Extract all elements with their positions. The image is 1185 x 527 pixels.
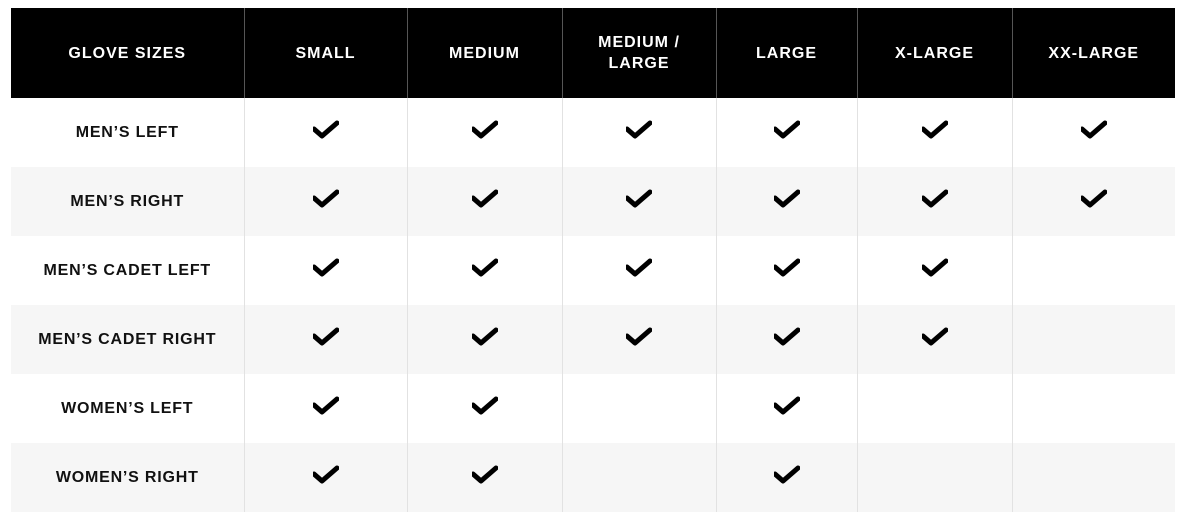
header-row: GLOVE SIZES SMALL MEDIUM MEDIUM / LARGE LARG…	[11, 8, 1175, 98]
checkmark-icon	[471, 120, 498, 139]
column-header: LARGE	[715, 8, 857, 98]
row-label: MEN’S LEFT	[75, 123, 179, 141]
table-row: MEN’S CADET LEFT	[11, 236, 1175, 305]
size-cell	[561, 98, 716, 167]
table-row: MEN’S LEFT	[11, 98, 1175, 167]
checkmark-icon	[1080, 189, 1107, 208]
size-cell	[561, 236, 716, 305]
size-cell	[1011, 236, 1175, 305]
row-label: WOMEN’S RIGHT	[11, 443, 244, 512]
size-cell	[715, 374, 857, 443]
column-header: X-LARGE	[856, 8, 1012, 98]
checkmark-icon	[471, 258, 498, 277]
size-cell	[715, 305, 857, 374]
checkmark-icon	[773, 258, 800, 277]
checkmark-icon	[773, 396, 800, 415]
table-row: WOMEN’S RIGHT	[11, 443, 1175, 512]
checkmark-icon	[921, 327, 948, 346]
size-cell	[1011, 98, 1175, 167]
size-cell	[856, 236, 1012, 305]
table-row: WOMEN’S LEFT	[11, 374, 1175, 443]
size-cell	[561, 374, 716, 443]
size-cell	[243, 305, 407, 374]
checkmark-icon	[312, 189, 339, 208]
column-header: XX-LARGE	[1011, 8, 1175, 98]
checkmark-icon	[773, 189, 800, 208]
table-row: MEN’S CADET RIGHT	[11, 305, 1175, 374]
size-cell	[243, 98, 407, 167]
column-header: SMALL	[243, 8, 407, 98]
size-cell	[715, 167, 857, 236]
checkmark-icon	[312, 120, 339, 139]
column-header: GLOVE SIZES	[11, 8, 244, 98]
size-cell	[243, 236, 407, 305]
column-header: MEDIUM / LARGE	[561, 8, 716, 98]
size-cell	[856, 98, 1012, 167]
checkmark-icon	[312, 327, 339, 346]
size-cell	[561, 443, 716, 512]
checkmark-icon	[1080, 120, 1107, 139]
size-cell	[406, 443, 562, 512]
size-cell	[856, 374, 1012, 443]
row-label: MEN’S CADET LEFT	[43, 261, 211, 279]
table-row: MEN’S RIGHT	[11, 167, 1175, 236]
size-cell	[1011, 305, 1175, 374]
size-cell	[856, 443, 1012, 512]
checkmark-icon	[773, 120, 800, 139]
checkmark-icon	[312, 258, 339, 277]
size-cell	[561, 305, 716, 374]
row-label: MEN’S CADET RIGHT	[11, 305, 244, 374]
size-cell	[406, 374, 562, 443]
checkmark-icon	[471, 327, 498, 346]
checkmark-icon	[471, 189, 498, 208]
checkmark-icon	[921, 258, 948, 277]
size-cell	[1011, 167, 1175, 236]
size-cell	[1011, 443, 1175, 512]
checkmark-icon	[921, 120, 948, 139]
size-cell	[243, 167, 407, 236]
glove-size-table: GLOVE SIZES SMALL MEDIUM MEDIUM / LARGE LARG…	[11, 8, 1175, 512]
checkmark-icon	[626, 120, 652, 139]
size-cell	[1011, 374, 1175, 443]
column-header: MEDIUM	[406, 8, 562, 98]
size-cell	[243, 443, 407, 512]
row-label: WOMEN’S LEFT	[61, 399, 194, 417]
size-cell	[243, 374, 407, 443]
checkmark-icon	[471, 396, 498, 415]
size-cell	[406, 167, 562, 236]
checkmark-icon	[312, 465, 339, 484]
checkmark-icon	[626, 258, 652, 277]
size-cell	[406, 236, 562, 305]
size-cell	[856, 305, 1012, 374]
size-cell	[856, 167, 1012, 236]
size-cell	[715, 98, 857, 167]
size-cell	[715, 443, 857, 512]
checkmark-icon	[626, 327, 652, 346]
size-cell	[406, 305, 562, 374]
checkmark-icon	[921, 189, 948, 208]
checkmark-icon	[773, 327, 800, 346]
size-cell	[561, 167, 716, 236]
size-cell	[406, 98, 562, 167]
checkmark-icon	[773, 465, 800, 484]
row-label: MEN’S RIGHT	[11, 167, 244, 236]
size-cell	[715, 236, 857, 305]
checkmark-icon	[471, 465, 498, 484]
checkmark-icon	[626, 189, 652, 208]
checkmark-icon	[312, 396, 339, 415]
